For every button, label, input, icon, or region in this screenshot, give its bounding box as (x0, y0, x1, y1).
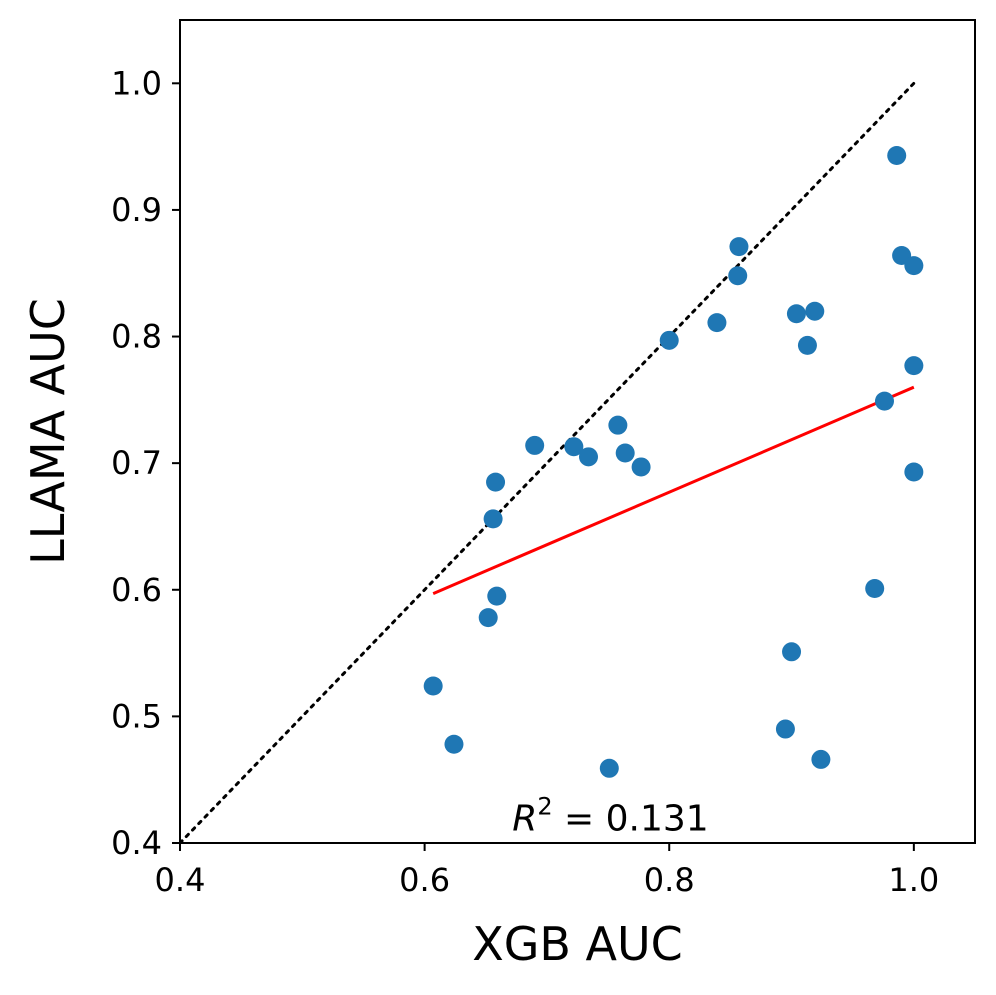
r-squared-annotation: R2 = 0.131 (512, 792, 708, 839)
scatter-point (865, 579, 885, 599)
y-tick-label: 0.4 (111, 824, 162, 862)
y-tick-label: 0.6 (111, 571, 162, 609)
scatter-point (608, 415, 628, 435)
y-tick-label: 0.7 (111, 444, 162, 482)
points-layer (423, 145, 924, 778)
scatter-point (729, 237, 749, 257)
scatter-point (444, 734, 464, 754)
scatter-point (874, 391, 894, 411)
r-squared-exponent: 2 (537, 792, 552, 820)
scatter-point (423, 676, 443, 696)
scatter-point (707, 313, 727, 333)
r-squared-symbol: R (512, 798, 537, 839)
scatter-point (599, 758, 619, 778)
regression-line (432, 385, 915, 595)
plot-frame (179, 19, 976, 844)
scatter-point (904, 356, 924, 376)
identity-line (178, 81, 916, 845)
x-tick-label: 0.8 (644, 861, 695, 899)
scatter-point (615, 443, 635, 463)
y-tick-label: 0.5 (111, 697, 162, 735)
scatter-point (478, 608, 498, 628)
scatter-point (564, 437, 584, 457)
scatter-point (525, 435, 545, 455)
scatter-point (797, 335, 817, 355)
scatter-point (786, 304, 806, 324)
r-squared-value: = 0.131 (553, 798, 709, 839)
y-tick-label: 1.0 (111, 64, 162, 102)
scatter-point (782, 642, 802, 662)
lines-layer (178, 81, 916, 845)
ticks-layer: 0.4 0.6 0.8 1.0 0.4 0.5 0.6 0.7 0.8 0.9 1.0 (111, 64, 939, 899)
scatter-point (904, 462, 924, 482)
y-axis-title: LLAMA AUC (21, 298, 75, 565)
x-tick-label: 1.0 (888, 861, 939, 899)
scatter-point (486, 472, 506, 492)
y-tick-label: 0.9 (111, 191, 162, 229)
scatter-point (811, 749, 831, 769)
scatter-point (659, 330, 679, 350)
scatter-point (579, 447, 599, 467)
x-tick-label: 0.4 (155, 861, 206, 899)
scatter-point (904, 256, 924, 276)
x-axis-title: XGB AUC (472, 917, 683, 971)
scatter-point (805, 301, 825, 321)
scatter-point (483, 509, 503, 529)
scatter-point (487, 586, 507, 606)
y-tick-label: 0.8 (111, 318, 162, 356)
scatter-point (631, 457, 651, 477)
scatter-point (728, 266, 748, 286)
scatter-point (887, 145, 907, 165)
scatter-point (775, 719, 795, 739)
x-tick-label: 0.6 (399, 861, 450, 899)
